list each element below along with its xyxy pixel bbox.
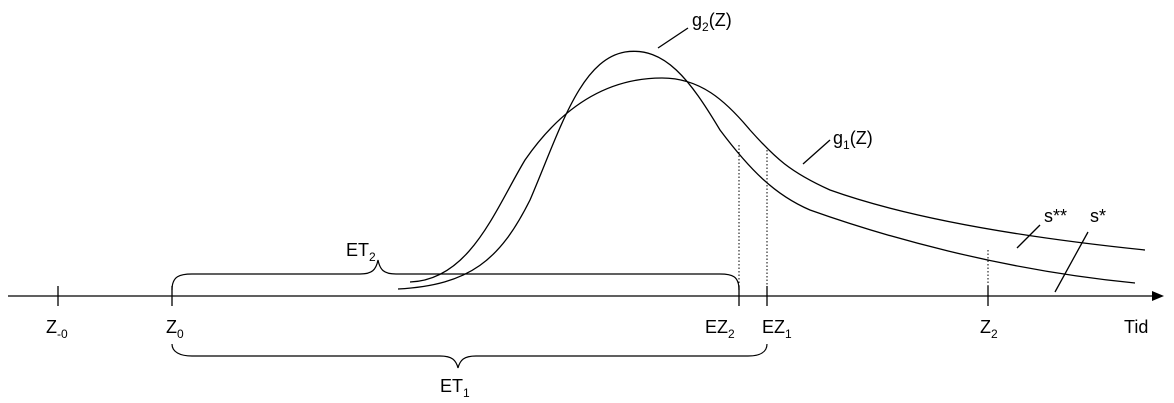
g1-label: g1(Z) bbox=[833, 128, 873, 152]
et2-label: ET2 bbox=[346, 240, 376, 264]
z-minus-0-label: Z-0 bbox=[46, 317, 68, 341]
s-star-marker bbox=[1054, 231, 1089, 293]
ez1-label: EZ1 bbox=[762, 317, 792, 341]
g2-curve bbox=[397, 50, 1136, 290]
et2-brace bbox=[171, 259, 740, 291]
g2-label: g2(Z) bbox=[692, 10, 732, 34]
s-double-star-label: s** bbox=[1044, 206, 1067, 226]
g1-leader-line bbox=[802, 139, 831, 165]
projection-lines bbox=[738, 145, 989, 286]
et1-label: ET1 bbox=[440, 376, 470, 398]
s-double-star-marker bbox=[1016, 224, 1041, 249]
ez2-label: EZ2 bbox=[705, 317, 735, 341]
axis-arrowhead-icon bbox=[1152, 291, 1164, 301]
et1-brace bbox=[171, 343, 768, 369]
g2-leader-line bbox=[657, 27, 689, 49]
g1-curve bbox=[409, 77, 1146, 283]
time-axis bbox=[8, 291, 1164, 301]
axis-label: Tid bbox=[1124, 317, 1148, 337]
z2-label: Z2 bbox=[980, 317, 998, 341]
s-star-label: s* bbox=[1090, 206, 1106, 226]
z0-label: Z0 bbox=[166, 317, 184, 341]
